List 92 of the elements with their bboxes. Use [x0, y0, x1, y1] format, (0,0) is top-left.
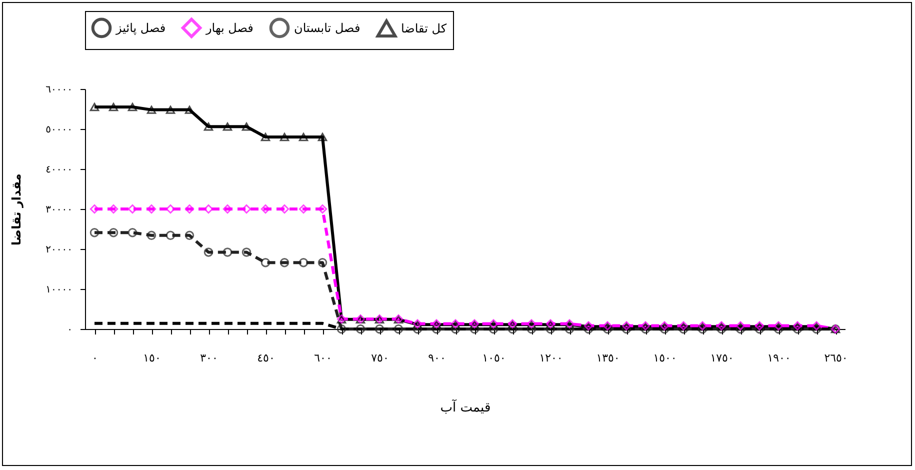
point: [374, 324, 384, 334]
point: [222, 204, 232, 214]
x-tick-label: ٩٠٠: [428, 352, 446, 364]
point: [184, 204, 194, 214]
point: [90, 228, 100, 238]
point: [298, 132, 308, 142]
legend-label: کل تقاضا: [401, 22, 447, 36]
point: [298, 258, 308, 268]
y-axis-title: مقدار تقاضا: [10, 174, 24, 246]
point: [260, 132, 270, 142]
point: [146, 230, 156, 240]
point: [166, 204, 176, 214]
x-tick-label: ١٠٥٠: [482, 352, 506, 364]
point: [184, 106, 194, 114]
point: [204, 122, 214, 131]
point: [640, 324, 650, 334]
point: [622, 324, 632, 334]
point: [146, 106, 156, 114]
point: [678, 324, 688, 334]
point: [526, 324, 536, 334]
point: [222, 122, 232, 131]
x-tick-label: ٢٦٥٠: [824, 352, 848, 364]
x-tick-label: ٦٠٠: [314, 352, 332, 364]
point: [508, 324, 518, 334]
point: [564, 324, 574, 334]
y-tick-label: ٠: [67, 324, 72, 336]
y-tick-label: ١٠٠٠٠: [46, 284, 72, 296]
point: [546, 324, 556, 334]
point: [222, 248, 232, 257]
point: [128, 204, 138, 214]
x-tick-label: ١٩٠٠: [767, 352, 791, 364]
point: [754, 324, 764, 334]
point: [128, 228, 138, 238]
point: [318, 132, 328, 142]
legend-label: فصل تابستان: [294, 20, 360, 35]
point: [488, 324, 498, 334]
point: [716, 324, 726, 334]
point: [584, 324, 594, 334]
y-tick-label: ٦٠٠٠٠: [46, 84, 72, 96]
point: [204, 248, 214, 257]
x-tick-label: ١٥٠: [143, 352, 161, 364]
point: [280, 132, 290, 142]
point: [602, 324, 612, 334]
x-tick-label: ١٣٥٠: [596, 352, 620, 364]
point: [166, 106, 176, 114]
point: [108, 204, 118, 214]
point: [90, 102, 100, 112]
point: [280, 258, 290, 268]
x-tick-label: ٣٠٠: [200, 352, 218, 364]
point: [108, 228, 118, 238]
y-tick-label: ٢٠٠٠٠: [46, 244, 72, 256]
point: [90, 204, 100, 214]
x-tick-label: ١٧٥٠: [710, 352, 734, 364]
point: [260, 258, 270, 268]
point: [432, 324, 442, 334]
point: [812, 324, 822, 334]
point: [470, 324, 480, 334]
point: [260, 204, 270, 214]
point: [298, 204, 308, 214]
point: [660, 324, 670, 334]
point: [450, 324, 460, 334]
x-tick-label: ٠: [92, 352, 98, 364]
y-tick-label: ٣٠٠٠٠: [46, 204, 72, 216]
legend-label: فصل پائیز: [115, 20, 166, 35]
x-tick-label: ١٥٠٠: [653, 352, 677, 364]
y-tick-label: ٥٠٠٠٠: [46, 124, 72, 136]
x-tick-label: ٤٥٠: [257, 352, 275, 364]
point: [736, 324, 746, 334]
point: [128, 102, 138, 112]
point: [356, 324, 366, 334]
point: [318, 204, 328, 214]
point: [108, 102, 118, 112]
legend-label: فصل بهار: [205, 20, 254, 35]
point: [412, 324, 422, 334]
point: [792, 324, 802, 334]
x-tick-label: ٧٥٠: [371, 352, 389, 364]
y-tick-label: ٤٠٠٠٠: [46, 164, 72, 176]
point: [184, 230, 194, 240]
point: [394, 324, 404, 334]
point: [146, 204, 156, 214]
x-tick-label: ١٢٠٠: [539, 352, 563, 364]
point: [242, 122, 252, 131]
point: [698, 324, 708, 334]
point: [280, 204, 290, 214]
x-axis-title: قيمت آب: [440, 398, 491, 416]
point: [242, 248, 252, 257]
point: [336, 324, 346, 334]
point: [204, 204, 214, 214]
point: [166, 230, 176, 240]
point: [242, 204, 252, 214]
point: [774, 324, 784, 334]
point: [318, 258, 328, 268]
